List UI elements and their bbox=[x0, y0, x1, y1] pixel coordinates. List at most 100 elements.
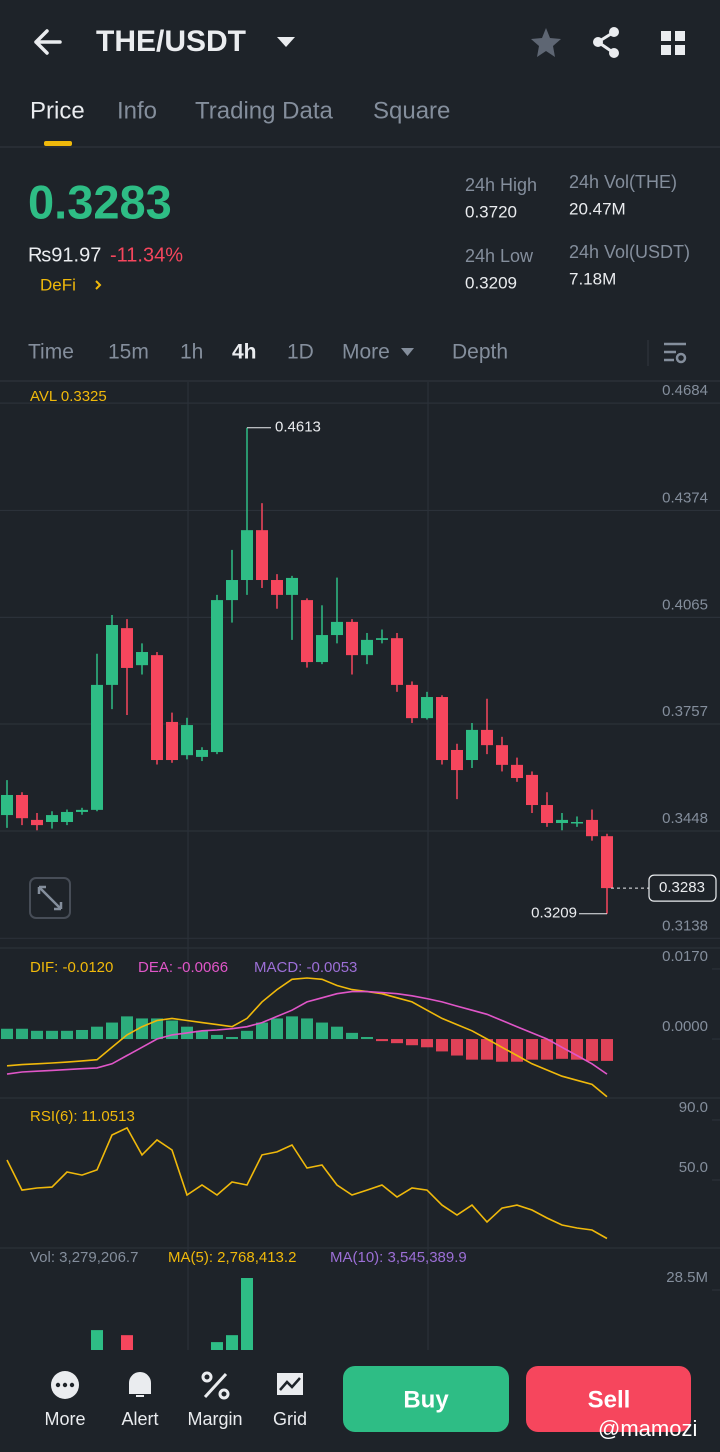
back-icon[interactable] bbox=[34, 29, 62, 55]
buy-button[interactable] bbox=[343, 1366, 509, 1432]
macd-bar bbox=[421, 1039, 433, 1048]
sell-button[interactable] bbox=[526, 1366, 691, 1432]
tab[interactable]: Info bbox=[117, 97, 157, 124]
candle-body bbox=[121, 628, 133, 668]
macd-bar bbox=[451, 1039, 463, 1056]
panel-frame bbox=[0, 382, 720, 1350]
share-icon[interactable] bbox=[593, 27, 619, 58]
grid-icon[interactable] bbox=[277, 1373, 303, 1395]
favorite-icon[interactable] bbox=[531, 28, 561, 57]
tab[interactable]: Trading Data bbox=[195, 97, 334, 124]
candle-body bbox=[466, 729, 478, 761]
interval[interactable]: 15m bbox=[108, 341, 149, 364]
macd-bar bbox=[406, 1039, 418, 1046]
interval[interactable]: 1D bbox=[287, 341, 314, 364]
stat-label: 24h High bbox=[465, 175, 537, 195]
layout-icon[interactable] bbox=[661, 31, 685, 55]
macd-bar bbox=[16, 1028, 28, 1040]
macd-bar bbox=[466, 1039, 478, 1060]
last-price: 0.3283 bbox=[28, 175, 172, 228]
candle-body bbox=[601, 836, 613, 889]
macd-bar bbox=[286, 1016, 298, 1040]
interval[interactable]: Time bbox=[28, 341, 74, 364]
macd-bar bbox=[211, 1034, 223, 1040]
macd-bar bbox=[586, 1039, 598, 1061]
y-tick-label: 0.4374 bbox=[662, 489, 708, 506]
last-price-label: 0.3283 bbox=[659, 879, 705, 896]
candle-body bbox=[496, 745, 508, 765]
y-tick-label: 0.3448 bbox=[662, 810, 708, 827]
pair-dropdown[interactable] bbox=[277, 37, 295, 47]
macd-bar bbox=[496, 1039, 508, 1062]
macd-bar bbox=[571, 1039, 583, 1060]
legend-entry: MA(10): 3,545,389.9 bbox=[330, 1249, 467, 1266]
pair-title[interactable]: THE/USDT bbox=[96, 25, 246, 58]
macd-bar bbox=[316, 1022, 328, 1040]
interval[interactable]: More bbox=[342, 341, 390, 364]
stat-label: 24h Vol(USDT) bbox=[569, 242, 690, 262]
candle-body bbox=[106, 625, 118, 685]
interval[interactable]: Depth bbox=[452, 341, 508, 364]
tab[interactable]: Price bbox=[30, 97, 85, 124]
macd-bar bbox=[46, 1030, 58, 1040]
sell-label[interactable]: Sell bbox=[588, 1386, 631, 1413]
candle-body bbox=[526, 774, 538, 806]
stat-value: 0.3209 bbox=[465, 273, 517, 292]
candle-body bbox=[46, 815, 58, 822]
legend: AVL 0.3325 bbox=[30, 388, 107, 405]
macd-bar bbox=[541, 1039, 553, 1060]
tab[interactable]: Square bbox=[373, 97, 450, 124]
last-price-box bbox=[648, 874, 717, 902]
indicator-line bbox=[6, 990, 608, 1075]
margin-icon[interactable] bbox=[201, 1371, 230, 1400]
macd-bar bbox=[136, 1018, 148, 1040]
macd-bar bbox=[151, 1018, 163, 1040]
settings-icon[interactable] bbox=[664, 342, 687, 364]
more-icon[interactable] bbox=[51, 1371, 79, 1399]
macd-bar bbox=[346, 1032, 358, 1040]
watermark: @mamozi bbox=[598, 1416, 697, 1441]
candle-body bbox=[331, 621, 343, 636]
candle-body bbox=[91, 684, 103, 810]
legend-entry: DIF: -0.0120 bbox=[30, 959, 113, 976]
candle-body bbox=[481, 729, 493, 746]
high-marker: 0.4613 bbox=[275, 419, 321, 436]
y-tick-label: 0.4065 bbox=[662, 596, 708, 613]
legend-entry: DEA: -0.0066 bbox=[138, 959, 228, 976]
macd-bar bbox=[331, 1026, 343, 1040]
legend-entry: RSI(6): 11.0513 bbox=[30, 1108, 135, 1125]
candle-body bbox=[271, 580, 283, 595]
alert-icon[interactable] bbox=[129, 1372, 151, 1397]
nav-label[interactable]: Margin bbox=[187, 1409, 242, 1429]
y-tick-label: 0.3138 bbox=[662, 917, 708, 934]
buy-label[interactable]: Buy bbox=[403, 1386, 449, 1413]
tag-chevron[interactable] bbox=[95, 280, 102, 290]
candle-body bbox=[436, 697, 448, 761]
candle-body bbox=[226, 580, 238, 601]
sector-tag[interactable]: DeFi bbox=[40, 275, 76, 294]
macd-bar bbox=[196, 1030, 208, 1040]
candle-body bbox=[346, 621, 358, 656]
y-tick-label: 0.0000 bbox=[662, 1018, 708, 1035]
macd-bar bbox=[376, 1039, 388, 1042]
candle-body bbox=[406, 684, 418, 719]
macd-bar bbox=[91, 1026, 103, 1040]
expand-button[interactable] bbox=[29, 877, 71, 919]
nav-label[interactable]: Alert bbox=[121, 1409, 158, 1429]
candle-body bbox=[61, 811, 73, 822]
nav-label[interactable]: More bbox=[44, 1409, 85, 1429]
candle-body bbox=[16, 794, 28, 819]
stat-value: 0.3720 bbox=[465, 202, 517, 221]
candle-body bbox=[451, 749, 463, 771]
macd-bar bbox=[106, 1022, 118, 1040]
more-dropdown[interactable] bbox=[401, 348, 414, 356]
macd-bar bbox=[256, 1022, 268, 1040]
nav-label[interactable]: Grid bbox=[273, 1409, 307, 1429]
macd-bar bbox=[76, 1029, 88, 1040]
interval[interactable]: 1h bbox=[180, 341, 203, 364]
candle-body bbox=[196, 749, 208, 757]
indicator-line bbox=[6, 977, 608, 1098]
interval[interactable]: 4h bbox=[232, 341, 257, 364]
